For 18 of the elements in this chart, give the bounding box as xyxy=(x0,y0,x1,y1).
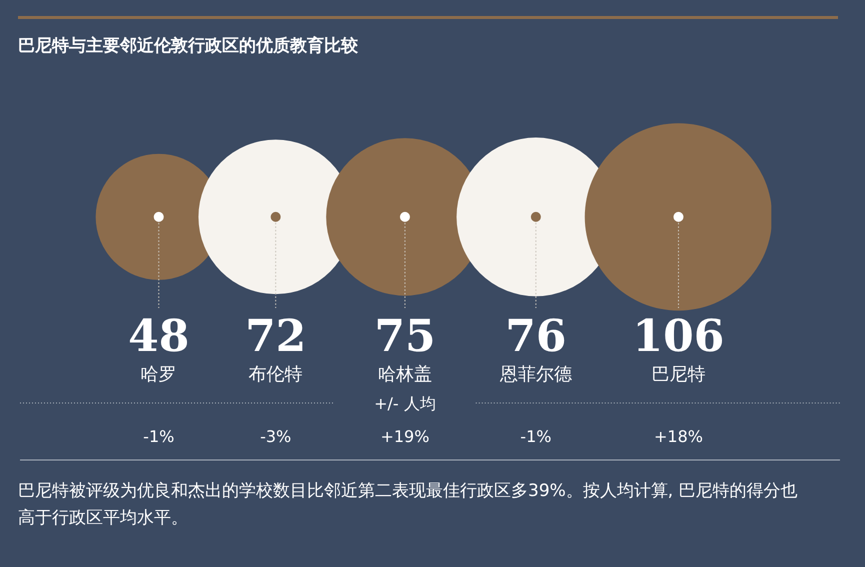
text: +/- 人均 xyxy=(374,394,436,413)
data-label: 106 xyxy=(632,311,724,362)
category-label: 巴尼特 xyxy=(651,364,706,385)
data-label: 75 xyxy=(374,311,436,362)
data-label: -1% xyxy=(143,427,174,446)
data-label: -1% xyxy=(520,427,552,446)
text: 巴尼特被评级为优良和杰出的学校数目比邻近第二表现最佳行政区多39%。按人均计算, 巴尼特的得分也高于行政区平均水平。 xyxy=(18,480,799,530)
text: 巴尼特与主要邻近伦敦行政区的优质教育比较 xyxy=(18,35,358,57)
category-label: 布伦特 xyxy=(248,364,303,385)
data-label: +19% xyxy=(380,427,430,446)
data-label: 76 xyxy=(505,311,566,362)
data-label: 72 xyxy=(245,311,306,362)
category-label: 哈罗 xyxy=(140,364,177,385)
category-label: 恩菲尔德 xyxy=(498,364,572,385)
category-label: 哈林盖 xyxy=(378,364,432,385)
data-label: -3% xyxy=(260,427,292,446)
data-label: 48 xyxy=(128,311,190,362)
data-label: +18% xyxy=(654,427,703,446)
